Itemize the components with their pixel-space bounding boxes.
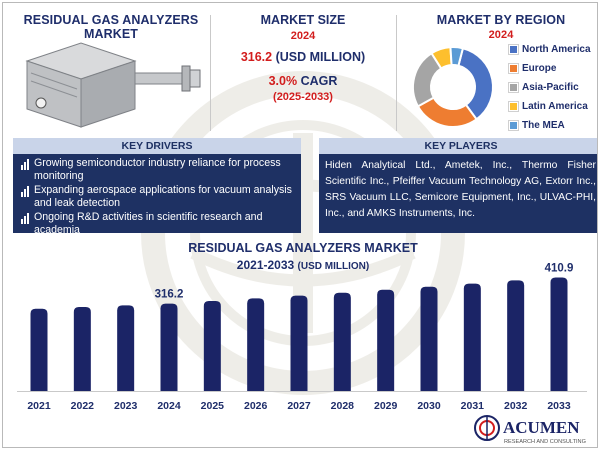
divider-left — [210, 15, 211, 131]
legend-item: Europe — [508, 59, 591, 78]
bar-2032 — [507, 280, 525, 391]
x-tick-label: 2025 — [201, 400, 225, 412]
bar-2025 — [203, 301, 221, 391]
logo-tagline: RESEARCH AND CONSULTING — [504, 439, 586, 445]
driver-text: Growing semiconductor industry reliance … — [34, 157, 281, 182]
driver-item: Expanding aerospace applications for vac… — [21, 184, 301, 210]
bar-2027 — [290, 295, 308, 391]
x-tick-label: 2030 — [417, 400, 441, 412]
bar-2024 — [160, 303, 178, 391]
region-donut-chart — [412, 46, 494, 128]
market-title: RESIDUAL GAS ANALYZERS MARKET — [23, 13, 199, 41]
region-year: 2024 — [488, 29, 514, 41]
market-size-unit: (USD MILLION) — [272, 50, 366, 64]
bar-2022 — [73, 307, 91, 391]
growth-arrow-icon — [21, 186, 29, 197]
chart-subtitle-range: 2021-2033 — [236, 258, 295, 272]
bar-2023 — [117, 305, 135, 391]
market-size-block: MARKET SIZE 2024 316.2 (USD MILLION) 3.0… — [213, 13, 393, 103]
x-tick-label: 2024 — [157, 400, 181, 412]
chart-subtitle-unit: (USD MILLION) — [297, 261, 370, 272]
bar-2031 — [463, 283, 481, 391]
key-players-text: Hiden Analytical Ltd., Ametek, Inc., The… — [325, 160, 596, 219]
region-title: MARKET BY REGION — [436, 13, 566, 27]
bar-2028 — [333, 292, 351, 391]
legend-label: The MEA — [522, 120, 565, 131]
driver-item: Growing semiconductor industry reliance … — [21, 157, 301, 183]
region-legend: North America Europe Asia-Pacific Latin Ame… — [508, 40, 591, 135]
key-drivers-panel: KEY DRIVERS Growing semiconductor indust… — [13, 138, 301, 236]
key-drivers-title: KEY DRIVERS — [13, 138, 301, 154]
x-tick-label: 2027 — [287, 400, 311, 412]
cagr-line: 3.0% CAGR — [213, 74, 393, 88]
x-tick-label: 2026 — [244, 400, 268, 412]
bar-chart: 2021 2022 2023 2024 2025 2026 2027 2028 2029 2030… — [17, 263, 587, 412]
acumen-logo: ACUMEN RESEARCH AND CONSULTING — [474, 415, 586, 445]
x-tick-label: 2032 — [504, 400, 528, 412]
x-tick-label: 2022 — [71, 400, 95, 412]
growth-arrow-icon — [21, 213, 29, 224]
x-tick-label: 2029 — [374, 400, 398, 412]
x-tick-label: 2033 — [547, 400, 571, 412]
market-size-value: 316.2 — [240, 50, 273, 64]
legend-swatch — [508, 44, 519, 55]
x-tick-label: 2023 — [114, 400, 138, 412]
data-label-2024: 316.2 — [155, 289, 184, 301]
x-tick-label: 2028 — [331, 400, 355, 412]
legend-item: The MEA — [508, 116, 591, 135]
market-size-line: 316.2 (USD MILLION) — [213, 50, 393, 64]
key-players-panel: KEY PLAYERS Hiden Analytical Ltd., Amete… — [319, 138, 597, 233]
legend-label: Asia-Pacific — [522, 82, 579, 93]
data-label-2033: 410.9 — [545, 263, 574, 275]
x-tick-label: 2031 — [461, 400, 485, 412]
cagr-value: 3.0% — [268, 74, 298, 88]
cagr-period: (2025-2033) — [273, 91, 333, 103]
legend-label: Europe — [522, 63, 557, 74]
bar-2033 — [550, 277, 568, 391]
chart-subtitle: 2021-2033 (USD MILLION) — [3, 258, 597, 272]
legend-swatch — [508, 101, 519, 112]
legend-item: Asia-Pacific — [508, 78, 591, 97]
key-drivers-list: Growing semiconductor industry reliance … — [21, 157, 301, 238]
bar-2030 — [420, 286, 438, 391]
cagr-label: CAGR — [297, 74, 338, 88]
legend-swatch — [508, 63, 519, 74]
bar-2029 — [377, 289, 395, 391]
chart-title: RESIDUAL GAS ANALYZERS MARKET — [188, 241, 418, 255]
legend-swatch — [508, 120, 519, 131]
legend-label: Latin America — [522, 101, 588, 112]
market-size-title: MARKET SIZE — [260, 13, 346, 27]
divider-right — [396, 15, 397, 131]
legend-item: Latin America — [508, 97, 591, 116]
x-tick-label: 2021 — [27, 400, 51, 412]
logo-name: ACUMEN — [503, 418, 580, 437]
driver-item: Ongoing R&D activities in scientific res… — [21, 211, 301, 237]
legend-label: North America — [522, 44, 591, 55]
market-size-year: 2024 — [290, 30, 316, 42]
legend-swatch — [508, 82, 519, 93]
donut-slice-4 — [449, 46, 465, 67]
bar-2021 — [30, 308, 48, 391]
key-players-title: KEY PLAYERS — [319, 138, 597, 154]
driver-text: Expanding aerospace applications for vac… — [34, 184, 292, 209]
bar-2026 — [247, 298, 265, 391]
driver-text: Ongoing R&D activities in scientific res… — [34, 211, 263, 236]
legend-item: North America — [508, 40, 591, 59]
donut-slice-0 — [457, 47, 494, 121]
growth-arrow-icon — [21, 159, 29, 170]
gas-analyzer-product-image — [25, 42, 201, 128]
